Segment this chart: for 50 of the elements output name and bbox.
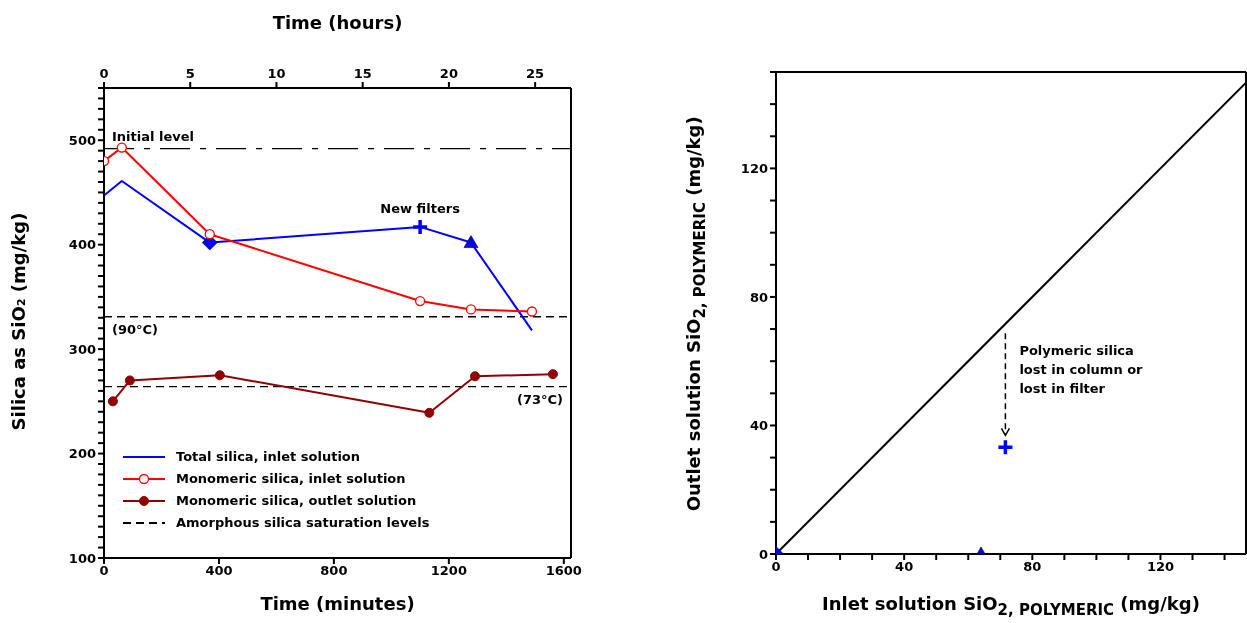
x-tick-label: 40 xyxy=(895,559,914,575)
legend-label: Total silica, inlet solution xyxy=(176,448,361,466)
point xyxy=(465,304,477,315)
point xyxy=(424,407,435,418)
ref-line-label: (90°C) xyxy=(112,321,159,337)
annotation: New filters xyxy=(380,200,461,216)
x-tick-label: 0 xyxy=(99,563,109,579)
x2-axis-title: Time (hours) xyxy=(271,12,404,33)
y-tick-label: 40 xyxy=(749,418,768,434)
point xyxy=(107,396,118,407)
point xyxy=(204,229,215,240)
y-tick-label: 100 xyxy=(68,550,96,566)
point xyxy=(214,370,225,381)
x-tick-label: 120 xyxy=(1146,559,1175,575)
x2-tick-label: 5 xyxy=(185,66,195,81)
point xyxy=(116,142,127,153)
ref-line-label: Initial level xyxy=(112,128,194,144)
point xyxy=(411,218,429,236)
x2-tick-label: 25 xyxy=(526,66,545,81)
ref-line-label: (73°C) xyxy=(516,391,563,407)
point xyxy=(463,235,479,248)
x2-tick-label: 10 xyxy=(267,66,286,81)
point xyxy=(547,369,558,380)
y-tick-label: 300 xyxy=(68,341,96,357)
annotation: Amorphous silica saturation levels xyxy=(176,514,430,532)
x-tick-label: 800 xyxy=(320,563,348,579)
x-axis-title: Time (minutes) xyxy=(259,593,416,614)
point xyxy=(526,306,538,317)
y-tick-label: 500 xyxy=(68,132,96,148)
x-tick-label: 1600 xyxy=(545,563,582,579)
y-tick-label: 0 xyxy=(758,546,768,562)
y-tick-label: 400 xyxy=(68,237,96,253)
y-tick-label: 120 xyxy=(740,161,768,177)
x-tick-label: 400 xyxy=(205,563,233,579)
point xyxy=(470,371,481,382)
x2-tick-label: 15 xyxy=(353,66,372,81)
x-tick-label: 1200 xyxy=(430,563,467,579)
x2-tick-label: 20 xyxy=(439,66,458,81)
y-tick-label: 80 xyxy=(749,289,768,305)
x-tick-label: 0 xyxy=(771,559,781,575)
x-axis-title: Inlet solution SiO$_{2, POLYMERIC}$ (mg/kg) xyxy=(821,593,1201,619)
point xyxy=(124,375,135,386)
annotation: Polymeric silica lost in column or lost in filter xyxy=(1019,342,1143,399)
legend-label: Monomeric silica, outlet solution xyxy=(176,492,417,510)
y-axis-title: Silica as SiO₂ (mg/kg) xyxy=(7,211,29,433)
point xyxy=(414,295,426,307)
y-tick-label: 200 xyxy=(68,446,96,462)
x-tick-label: 80 xyxy=(1023,559,1042,575)
legend-label: Monomeric silica, inlet solution xyxy=(176,470,406,488)
x2-tick-label: 0 xyxy=(99,66,109,81)
